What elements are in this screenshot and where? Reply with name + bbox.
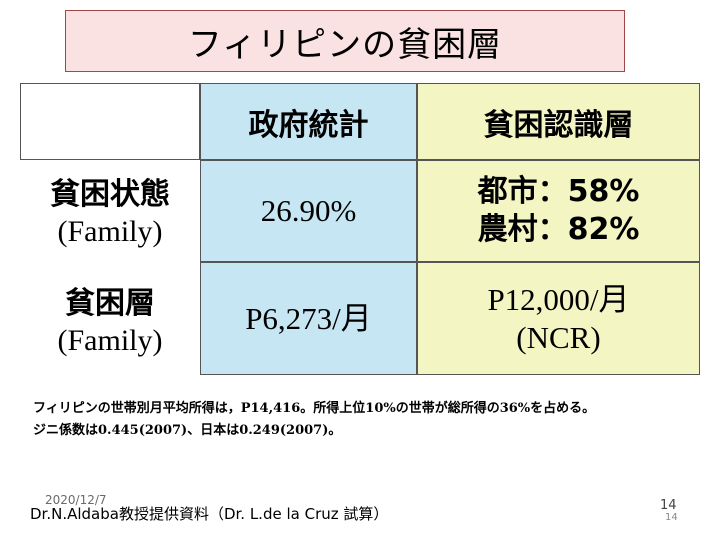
cell-poverty-line-government: P6,273/月 [200, 262, 417, 375]
poverty-line-perceived-value: P12,000/月 [487, 281, 630, 317]
header-government-stats: 政府統計 [200, 83, 417, 160]
income-note-line-2: ジニ係数は0.445(2007)、日本は0.249(2007)。 [33, 423, 342, 438]
table-corner-cell [20, 83, 200, 160]
header-perceived-poverty: 貧困認識層 [417, 83, 700, 160]
slide-title: フィリピンの貧困層 [65, 10, 625, 72]
footer-credit: Dr.N.Aldaba教授提供資料（Dr. L.de la Cruz 試算） [30, 505, 389, 523]
poverty-status-urban-value: 都市：58% [477, 174, 640, 209]
poverty-line-perceived-region: (NCR) [516, 319, 601, 355]
page-number: 14 [660, 498, 677, 513]
header-government-stats-label: 政府統計 [248, 107, 369, 143]
poverty-status-rural-value: 農村：82% [477, 212, 640, 247]
row-label-poverty-line-en: (Family) [57, 324, 163, 357]
row-label-poverty-status-jp: 貧困状態 [50, 177, 170, 212]
footer-date: 2020/12/7 [45, 493, 107, 507]
cell-poverty-line-perceived: P12,000/月 (NCR) [417, 262, 700, 375]
row-label-poverty-line: 貧困層 (Family) [20, 272, 200, 372]
row-label-poverty-status: 貧困状態 (Family) [20, 168, 200, 258]
income-note: フィリピンの世帯別月平均所得は，P14,416。所得上位10%の世帯が総所得の3… [33, 398, 683, 442]
row-label-poverty-status-en: (Family) [57, 215, 163, 248]
header-perceived-poverty-label: 貧困認識層 [483, 107, 634, 143]
cell-poverty-status-perceived: 都市：58% 農村：82% [417, 160, 700, 262]
page-number-small: 14 [665, 512, 678, 523]
poverty-line-government-value: P6,273/月 [245, 300, 372, 336]
poverty-status-government-value: 26.90% [260, 193, 357, 228]
row-label-poverty-line-jp: 貧困層 [65, 286, 155, 321]
cell-poverty-status-government: 26.90% [200, 160, 417, 262]
income-note-line-1: フィリピンの世帯別月平均所得は，P14,416。所得上位10%の世帯が総所得の3… [33, 401, 596, 416]
